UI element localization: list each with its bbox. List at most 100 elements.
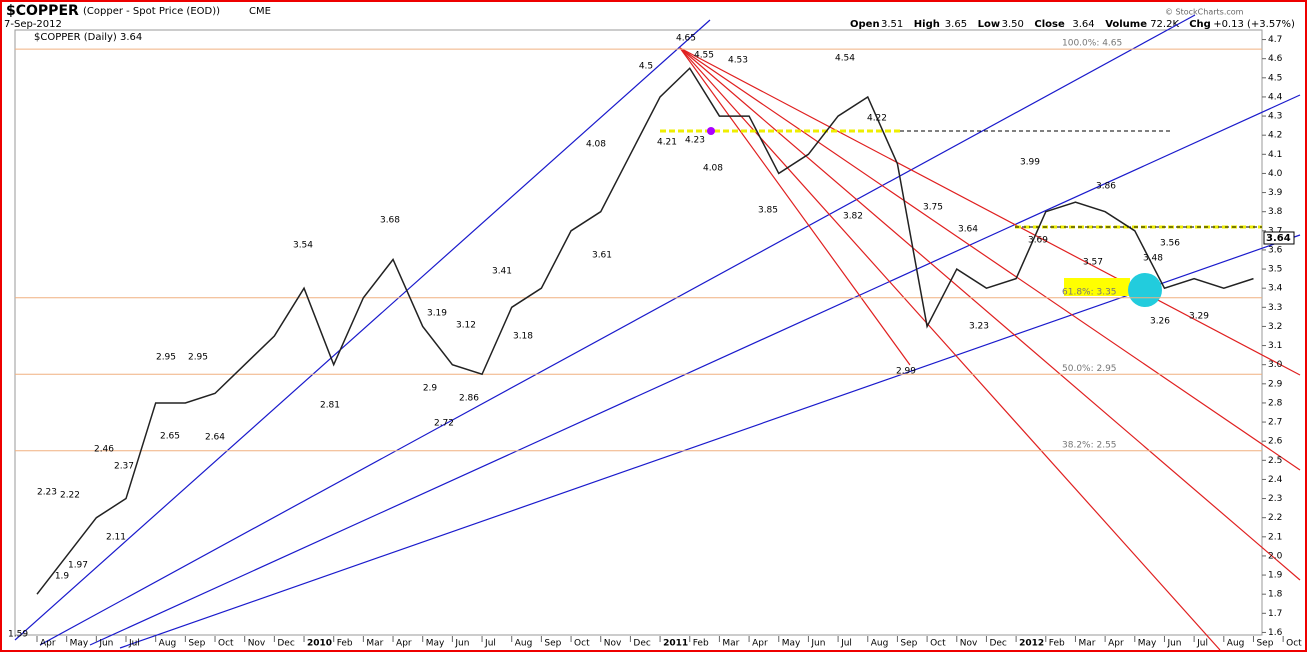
y-tick-label: 3.6 (1268, 245, 1283, 255)
quote-value: 3.64 (1072, 19, 1094, 30)
x-tick-label: Dec (989, 639, 1006, 649)
pivot-label: 3.64 (958, 225, 978, 235)
marker (707, 127, 715, 135)
pivot-label: 3.48 (1143, 254, 1163, 264)
x-tick-label: Jun (98, 639, 113, 649)
fib-label: 50.0%: 2.95 (1062, 364, 1117, 374)
y-tick-label: 2.7 (1268, 418, 1282, 428)
fib-label: 61.8%: 3.35 (1062, 287, 1117, 297)
x-tick-label: Apr (1108, 639, 1124, 649)
x-tick-label: Jun (454, 639, 469, 649)
pivot-label: 3.18 (513, 332, 533, 342)
x-tick-label: May (1138, 639, 1157, 649)
y-tick-label: 3.8 (1268, 207, 1283, 217)
x-tick-label: Feb (337, 639, 353, 649)
last-price: 3.64 (1266, 233, 1291, 244)
pivot-label: 2.95 (156, 353, 176, 363)
quote-value: +0.13 (+3.57%) (1213, 19, 1295, 30)
pivot-label: 3.75 (923, 203, 943, 213)
y-tick-label: 3.4 (1268, 284, 1283, 294)
pivot-label: 3.56 (1160, 239, 1180, 249)
y-tick-label: 2.5 (1268, 456, 1282, 466)
y-tick-label: 2.8 (1268, 398, 1283, 408)
x-tick-label: Aug (159, 639, 177, 649)
highlight (1064, 278, 1130, 296)
start-label: 1.59 (8, 630, 28, 640)
y-tick-label: 3.1 (1268, 341, 1282, 351)
legend-label: $COPPER (Daily) 3.64 (34, 32, 142, 43)
pivot-label: 3.41 (492, 267, 512, 277)
y-tick-label: 4.2 (1268, 131, 1282, 141)
pivot-label: 3.26 (1150, 317, 1170, 327)
pivot-label: 3.85 (758, 206, 778, 216)
pivot-label: 3.61 (592, 251, 612, 261)
pivot-label: 4.22 (867, 114, 887, 124)
y-tick-label: 2.1 (1268, 532, 1282, 542)
y-tick-label: 3.0 (1268, 360, 1283, 370)
y-tick-label: 2.3 (1268, 494, 1282, 504)
x-tick-label: Dec (633, 639, 650, 649)
date: 7-Sep-2012 (4, 19, 62, 30)
y-tick-label: 4.3 (1268, 112, 1282, 122)
y-tick-label: 3.5 (1268, 265, 1282, 275)
x-tick-label: Apr (40, 639, 56, 649)
x-tick-label: Sep (188, 639, 205, 649)
x-tick-label: May (782, 639, 801, 649)
fan-lines (679, 47, 1301, 651)
y-tick-label: 3.7 (1268, 226, 1282, 236)
x-tick-label: 2010 (307, 639, 332, 649)
x-tick-label: 2011 (663, 639, 688, 649)
pivot-label: 3.29 (1189, 312, 1209, 322)
x-tick-label: Jul (128, 639, 140, 649)
pivot-label: 3.57 (1083, 258, 1103, 268)
pivot-label: 2.65 (160, 432, 180, 442)
quote-value: 72.2K (1150, 19, 1179, 30)
pivot-label: 4.21 (657, 138, 677, 148)
x-tick-label: Dec (277, 639, 294, 649)
quote-key: Low (978, 19, 1000, 30)
x-tick-label: Oct (1286, 639, 1302, 649)
price-line (36, 67, 1254, 595)
plot-area (14, 29, 1263, 636)
pivot-label: 4.08 (703, 164, 723, 174)
pivot-label: 2.86 (459, 394, 479, 404)
x-tick-label: Feb (693, 639, 709, 649)
y-tick-label: 1.7 (1268, 609, 1282, 619)
x-tick-label: Jun (1166, 639, 1181, 649)
pivot-label: 3.19 (427, 309, 447, 319)
x-tick-label: Oct (218, 639, 234, 649)
pivot-label: 2.81 (320, 401, 340, 411)
quote-value: 3.50 (1002, 19, 1024, 30)
x-tick-label: Mar (366, 639, 383, 649)
pivot-label: 2.22 (60, 491, 80, 501)
y-tick-label: 3.9 (1268, 188, 1283, 198)
quote-key: Volume (1105, 19, 1147, 30)
x-tick-label: Nov (960, 639, 978, 649)
pivot-label: 1.9 (55, 572, 70, 582)
x-tick-label: Apr (752, 639, 768, 649)
x-tick-label: May (70, 639, 89, 649)
pivot-label: 2.23 (37, 488, 57, 498)
x-tick-label: Mar (1078, 639, 1095, 649)
pivot-label: 4.08 (586, 140, 606, 150)
trend-lines (14, 14, 1301, 649)
pivot-label: 4.23 (685, 136, 705, 146)
quote-value: 3.51 (881, 19, 903, 30)
y-tick-label: 4.0 (1268, 169, 1283, 179)
x-tick-label: Jul (484, 639, 496, 649)
pivot-label: 4.55 (694, 51, 714, 61)
x-tick-label: Jul (1196, 639, 1208, 649)
pivot-label: 2.37 (114, 462, 134, 472)
y-tick-label: 4.1 (1268, 150, 1282, 160)
pivot-label: 4.5 (639, 62, 653, 72)
y-tick-label: 2.0 (1268, 551, 1283, 561)
exchange: CME (249, 6, 271, 17)
pivot-label: 2.64 (205, 433, 225, 443)
quote-key: Chg (1189, 19, 1211, 30)
pivot-label: 4.54 (835, 54, 855, 64)
fib-label: 38.2%: 2.55 (1062, 440, 1117, 450)
y-tick-label: 2.4 (1268, 475, 1283, 485)
subtitle: (Copper - Spot Price (EOD)) (83, 6, 220, 17)
price-box (1263, 231, 1295, 245)
pivot-label: 3.69 (1028, 236, 1048, 246)
